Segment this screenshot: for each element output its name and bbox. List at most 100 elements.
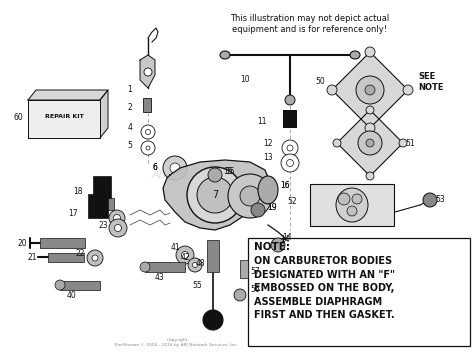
Text: 17: 17: [68, 208, 78, 218]
Text: 1: 1: [128, 86, 132, 94]
Circle shape: [141, 125, 155, 139]
Circle shape: [87, 250, 103, 266]
Bar: [93, 176, 111, 198]
Circle shape: [146, 146, 150, 150]
Text: 2: 2: [128, 104, 132, 113]
Circle shape: [197, 177, 233, 213]
Text: 15: 15: [225, 168, 235, 176]
Text: 42: 42: [180, 253, 190, 262]
Text: 16: 16: [280, 180, 290, 190]
Polygon shape: [28, 90, 108, 100]
Text: 41: 41: [170, 244, 180, 252]
Circle shape: [115, 224, 121, 231]
Bar: [145, 262, 185, 272]
Text: 12: 12: [263, 138, 273, 147]
Circle shape: [234, 289, 246, 301]
Circle shape: [55, 280, 65, 290]
Bar: [100, 198, 114, 210]
Circle shape: [285, 95, 295, 105]
Circle shape: [170, 163, 180, 173]
Bar: [248, 238, 470, 346]
Text: This illustration may not depict actual
equipment and is for reference only!: This illustration may not depict actual …: [230, 14, 390, 34]
Text: 21: 21: [27, 253, 37, 262]
Circle shape: [365, 85, 375, 95]
Circle shape: [286, 159, 293, 166]
Bar: [88, 194, 108, 218]
Text: 13: 13: [263, 153, 273, 163]
Ellipse shape: [350, 51, 360, 59]
Circle shape: [271, 238, 285, 252]
Circle shape: [109, 219, 127, 237]
Polygon shape: [163, 160, 270, 230]
Circle shape: [188, 258, 202, 272]
Text: 23: 23: [98, 220, 108, 229]
Circle shape: [187, 167, 243, 223]
Text: 22: 22: [75, 248, 85, 257]
Text: Copyright
PartStream © 2004 - 2016 by ARI Network Services, Inc.: Copyright PartStream © 2004 - 2016 by AR…: [116, 338, 238, 347]
Circle shape: [365, 123, 375, 133]
Circle shape: [366, 172, 374, 180]
Text: 40: 40: [67, 290, 77, 300]
Text: 4: 4: [128, 124, 132, 132]
Text: 5: 5: [128, 141, 132, 149]
Polygon shape: [140, 55, 155, 88]
Circle shape: [113, 214, 120, 222]
Text: 52: 52: [287, 197, 297, 207]
Text: 16: 16: [280, 180, 290, 190]
Circle shape: [163, 156, 187, 180]
Text: SEE
NOTE: SEE NOTE: [418, 72, 444, 92]
Polygon shape: [28, 100, 100, 138]
Text: 19: 19: [267, 202, 277, 212]
Circle shape: [327, 85, 337, 95]
Ellipse shape: [258, 176, 278, 204]
Text: 10: 10: [240, 76, 250, 84]
Bar: [40, 238, 85, 248]
Circle shape: [282, 140, 298, 156]
Polygon shape: [100, 90, 108, 138]
Circle shape: [365, 47, 375, 57]
Text: 11: 11: [257, 118, 267, 126]
Circle shape: [109, 210, 125, 226]
Text: 50: 50: [315, 77, 325, 87]
Text: 56: 56: [250, 285, 260, 295]
Circle shape: [203, 310, 223, 330]
Circle shape: [281, 154, 299, 172]
Text: 15: 15: [223, 168, 233, 176]
Circle shape: [182, 251, 189, 258]
Circle shape: [399, 139, 407, 147]
Circle shape: [144, 68, 152, 76]
Text: 55: 55: [192, 280, 202, 289]
Bar: [48, 253, 84, 262]
Bar: [207, 240, 219, 272]
Ellipse shape: [336, 188, 368, 222]
Circle shape: [287, 145, 293, 151]
Polygon shape: [332, 52, 408, 128]
Circle shape: [251, 203, 265, 217]
Circle shape: [366, 106, 374, 114]
Text: 19: 19: [267, 202, 277, 212]
Text: NOTE:: NOTE:: [254, 242, 290, 252]
Ellipse shape: [220, 51, 230, 59]
Text: 47: 47: [95, 211, 105, 219]
Circle shape: [208, 168, 222, 182]
Circle shape: [141, 141, 155, 155]
Bar: [143, 98, 151, 112]
Bar: [240, 260, 248, 278]
Circle shape: [356, 76, 384, 104]
Polygon shape: [337, 110, 403, 176]
Text: 43: 43: [155, 273, 165, 283]
Circle shape: [403, 85, 413, 95]
Circle shape: [140, 262, 150, 272]
Text: 20: 20: [17, 239, 27, 247]
Circle shape: [192, 262, 198, 268]
Text: 48: 48: [195, 258, 205, 268]
Circle shape: [240, 186, 260, 206]
Bar: [60, 281, 100, 290]
Circle shape: [352, 194, 362, 204]
Text: REPAIR KIT: REPAIR KIT: [45, 115, 83, 120]
Text: 14: 14: [282, 234, 292, 242]
Circle shape: [176, 246, 194, 264]
Text: 18: 18: [73, 187, 83, 197]
Circle shape: [423, 193, 437, 207]
Circle shape: [92, 255, 98, 261]
